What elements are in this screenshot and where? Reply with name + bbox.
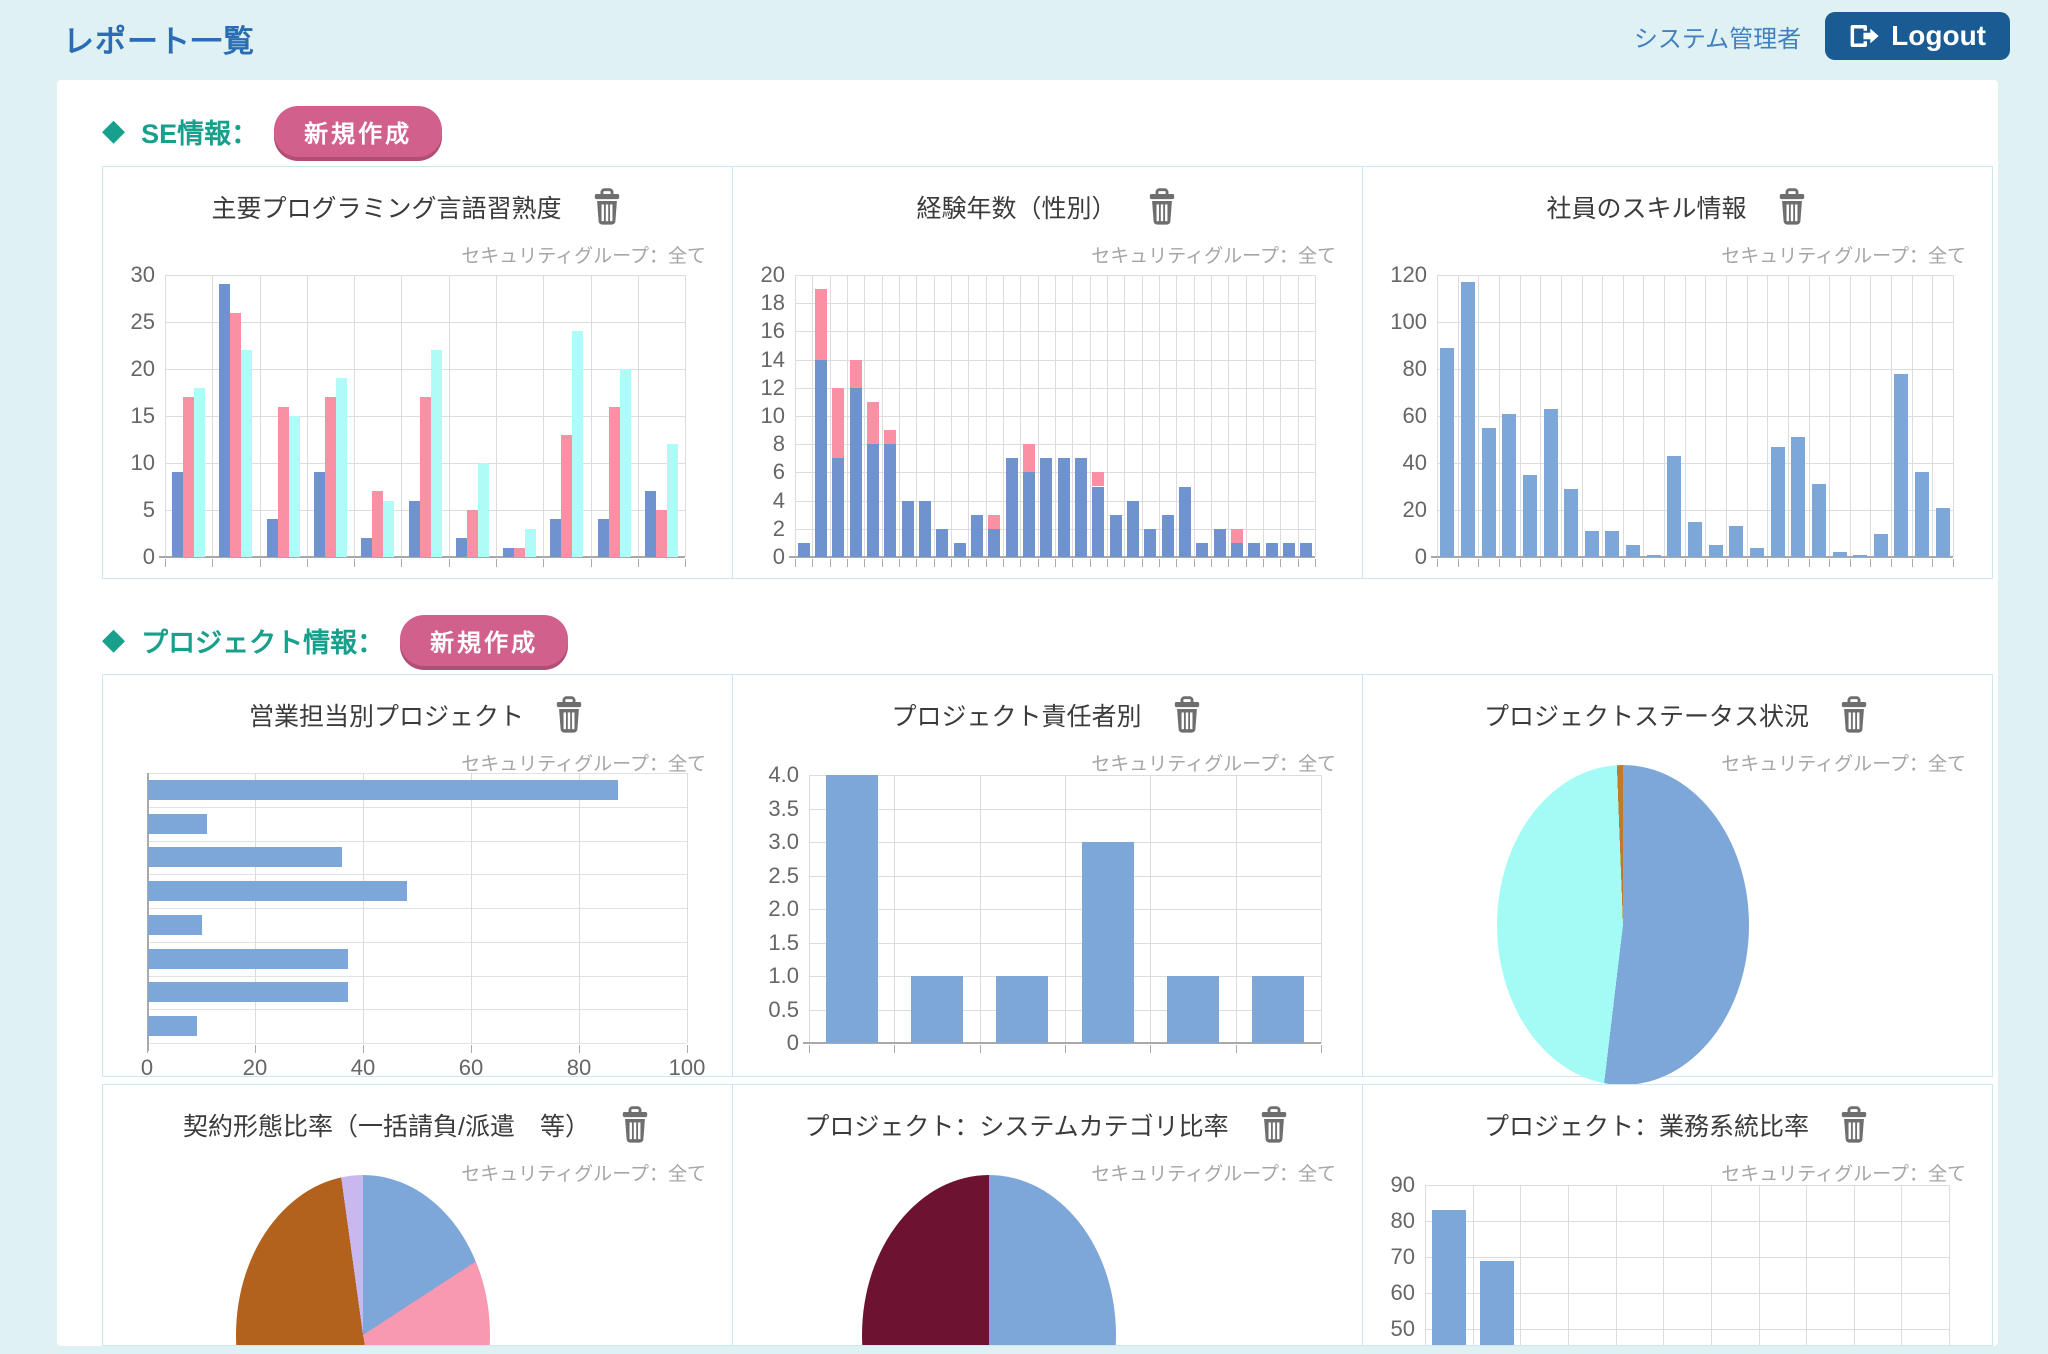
chart-card-projects-by-sales: 営業担当別プロジェクト セキュリティグループ：全て 0 20 40 60 80 100 bbox=[102, 674, 733, 1080]
logout-door-icon bbox=[1849, 22, 1879, 50]
section-se-label: SE情報： bbox=[141, 118, 259, 149]
report-list-panel: ◆ SE情報： 新規作成 主要プログラミング言語習熟度 セキュリティグループ：全… bbox=[57, 80, 1998, 1346]
chart-card-project-status: プロジェクトステータス状況 セキュリティグループ：全て bbox=[1362, 674, 1993, 1085]
user-name: システム管理者 bbox=[1633, 25, 1802, 53]
logout-button[interactable]: Logout bbox=[1825, 12, 2010, 60]
trash-icon[interactable] bbox=[552, 696, 586, 734]
top-right-area: システム管理者 Logout bbox=[1634, 12, 2010, 60]
chart-card-employee-skills: 社員のスキル情報 セキュリティグループ：全て 0 20 40 60 80 100 120 bbox=[1362, 166, 1993, 579]
chart-title: プロジェクトステータス状況 bbox=[1483, 703, 1809, 731]
se-new-report-button[interactable]: 新規作成 bbox=[274, 105, 443, 157]
trash-icon[interactable] bbox=[1775, 188, 1809, 226]
security-group-label: セキュリティグループ：全て bbox=[1091, 246, 1336, 267]
se-charts-row: 主要プログラミング言語習熟度 セキュリティグループ：全て 0 5 10 15 20 25 3… bbox=[102, 166, 1998, 579]
logout-label: Logout bbox=[1891, 20, 1986, 51]
chart-card-experience-years: 経験年数（性別） セキュリティグループ：全て 0 2 4 6 8 10 12 14 16 18 20 bbox=[732, 166, 1363, 579]
chart-title: プロジェクト：システムカテゴリ比率 bbox=[804, 1113, 1229, 1141]
chart-card-programming-languages: 主要プログラミング言語習熟度 セキュリティグループ：全て 0 5 10 15 20 25 3… bbox=[102, 166, 733, 579]
security-group-label: セキュリティグループ：全て bbox=[1091, 754, 1336, 775]
chart-card-business-category: プロジェクト：業務系統比率 セキュリティグループ：全て 90 80 70 60 50 bbox=[1362, 1084, 1993, 1346]
trash-icon[interactable] bbox=[618, 1106, 652, 1144]
security-group-label: セキュリティグループ：全て bbox=[461, 754, 706, 775]
trash-icon[interactable] bbox=[590, 188, 624, 226]
security-group-label: セキュリティグループ：全て bbox=[461, 246, 706, 267]
chart-title: 契約形態比率（一括請負/派遣 等） bbox=[183, 1113, 590, 1141]
security-group-label: セキュリティグループ：全て bbox=[1721, 246, 1966, 267]
diamond-bullet-icon: ◆ bbox=[102, 114, 126, 147]
trash-icon[interactable] bbox=[1170, 696, 1204, 734]
security-group-label: セキュリティグループ：全て bbox=[1721, 754, 1966, 775]
trash-icon[interactable] bbox=[1837, 1106, 1871, 1144]
section-project-info: ◆ プロジェクト情報： 新規作成 bbox=[102, 614, 1998, 666]
project-charts-row-1: 営業担当別プロジェクト セキュリティグループ：全て 0 20 40 60 80 100 プ… bbox=[102, 674, 1998, 1085]
chart-title: プロジェクト責任者別 bbox=[891, 703, 1142, 731]
chart-title: 経験年数（性別） bbox=[916, 195, 1117, 223]
trash-icon[interactable] bbox=[1257, 1106, 1291, 1144]
security-group-label: セキュリティグループ：全て bbox=[1091, 1164, 1336, 1185]
diamond-bullet-icon: ◆ bbox=[102, 623, 126, 656]
page-title: レポート一覧 bbox=[63, 24, 255, 59]
chart-title: 主要プログラミング言語習熟度 bbox=[211, 195, 562, 223]
chart-title: 営業担当別プロジェクト bbox=[248, 703, 524, 731]
chart-card-system-category: プロジェクト：システムカテゴリ比率 セキュリティグループ：全て bbox=[732, 1084, 1363, 1346]
chart-title: 社員のスキル情報 bbox=[1546, 195, 1747, 223]
trash-icon[interactable] bbox=[1837, 696, 1871, 734]
trash-icon[interactable] bbox=[1145, 188, 1179, 226]
chart-card-contract-type: 契約形態比率（一括請負/派遣 等） セキュリティグループ：全て bbox=[102, 1084, 733, 1346]
top-bar: レポート一覧 システム管理者 Logout bbox=[0, 0, 2048, 80]
section-project-label: プロジェクト情報： bbox=[141, 627, 385, 658]
project-charts-row-2: 契約形態比率（一括請負/派遣 等） セキュリティグループ：全て プロジェクト：シ… bbox=[102, 1084, 1998, 1346]
chart-title: プロジェクト：業務系統比率 bbox=[1483, 1113, 1809, 1141]
chart-card-projects-by-manager: プロジェクト責任者別 セキュリティグループ：全て 4.0 3.5 3.0 2.5 2.0… bbox=[732, 674, 1363, 1077]
section-se-info: ◆ SE情報： 新規作成 bbox=[102, 105, 1998, 157]
project-new-report-button[interactable]: 新規作成 bbox=[400, 614, 569, 666]
security-group-label: セキュリティグループ：全て bbox=[1721, 1164, 1966, 1185]
security-group-label: セキュリティグループ：全て bbox=[461, 1164, 706, 1185]
